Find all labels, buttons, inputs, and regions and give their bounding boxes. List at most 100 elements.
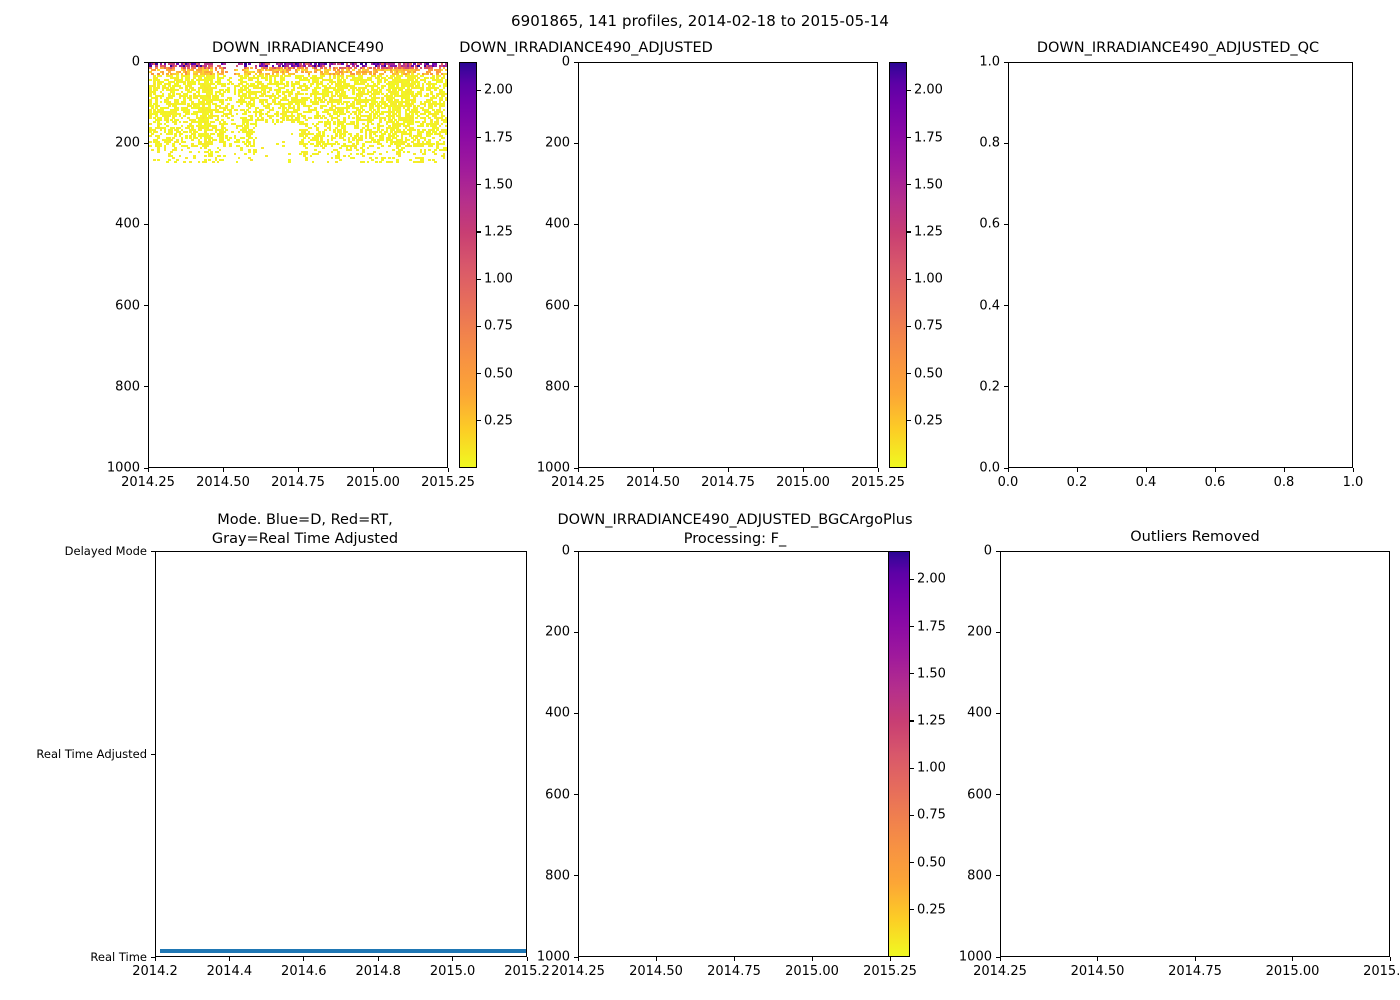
- panel1-xtick-1: [222, 468, 224, 472]
- mode-marker: [507, 949, 511, 953]
- panel3-ytick-label-0: 1.0: [979, 54, 1000, 70]
- panel1-title: DOWN_IRRADIANCE490: [212, 40, 384, 56]
- panel1-ytick-5: [143, 467, 148, 469]
- panel5-title: DOWN_IRRADIANCE490_ADJUSTED_BGCArgoPlus …: [495, 511, 975, 549]
- panel2-colorbar-tick-5: [907, 184, 911, 186]
- panel1-colorbar: [459, 62, 477, 468]
- panel2-colorbar-tick-label-5: 1.50: [914, 177, 943, 193]
- panel3-xtick-5: [1352, 468, 1354, 472]
- mode-marker: [379, 949, 383, 953]
- panel2-ytick-label-0: 0: [561, 54, 570, 70]
- panel5-ytick-0: [573, 550, 578, 552]
- panel3-ytick-3: [1003, 305, 1008, 307]
- panel5-ytick-1: [573, 631, 578, 633]
- figure-suptitle: 6901865, 141 profiles, 2014-02-18 to 201…: [510, 12, 890, 30]
- panel5-ytick-5: [573, 956, 578, 958]
- panel5-xtick-3: [811, 957, 813, 961]
- mode-marker: [397, 949, 401, 953]
- panel2-colorbar: [889, 62, 907, 468]
- mode-marker: [228, 949, 232, 953]
- panel5-colorbar-tick-2: [910, 814, 914, 816]
- panel5-title-line1: DOWN_IRRADIANCE490_ADJUSTED_BGCArgoPlus: [557, 512, 913, 528]
- mode-marker: [423, 949, 429, 953]
- mode-marker: [350, 949, 354, 953]
- mode-marker: [178, 949, 182, 953]
- panel1-colorbar-tick-label-7: 2.00: [484, 82, 513, 98]
- panel6-xtick-2: [1194, 957, 1196, 961]
- mode-marker: [496, 949, 500, 953]
- mode-marker: [256, 949, 260, 953]
- panel4-title-line2: Gray=Real Time Adjusted: [211, 531, 399, 547]
- mode-marker: [462, 949, 466, 953]
- panel2-colorbar-tick-label-3: 1.00: [914, 271, 943, 287]
- mode-marker: [189, 949, 193, 953]
- mode-marker: [303, 949, 307, 953]
- mode-marker: [413, 949, 417, 953]
- panel4-ytick-0: [150, 550, 155, 552]
- mode-marker: [407, 949, 411, 953]
- panel3-xtick-2: [1145, 468, 1147, 472]
- panel3-ytick-0: [1003, 61, 1008, 63]
- panel5-axes: [578, 551, 890, 957]
- panel2-colorbar-tick-label-1: 0.50: [914, 366, 943, 382]
- mode-marker: [335, 949, 339, 953]
- mode-marker: [475, 949, 479, 953]
- panel3-title: DOWN_IRRADIANCE490_ADJUSTED_QC: [1036, 40, 1320, 56]
- mode-marker: [374, 949, 378, 953]
- mode-marker: [332, 949, 336, 953]
- panel1-colorbar-tick-7: [477, 89, 481, 91]
- panel3-ytick-4: [1003, 386, 1008, 388]
- mode-marker: [246, 949, 250, 953]
- panel5-colorbar-tick-6: [910, 626, 914, 628]
- panel1-colorbar-tick-6: [477, 137, 481, 139]
- mode-marker: [389, 949, 393, 953]
- mode-marker: [410, 949, 414, 953]
- mode-marker: [269, 949, 273, 953]
- panel3-ytick-label-4: 0.2: [979, 379, 1000, 395]
- panel2-xtick-label-2: 2014.75: [701, 475, 755, 490]
- mode-marker: [452, 949, 456, 953]
- panel1-colorbar-tick-4: [477, 231, 481, 233]
- panel5-xtick-label-1: 2014.50: [629, 964, 683, 979]
- mode-marker: [340, 949, 344, 953]
- mode-marker: [441, 949, 448, 953]
- panel2-ytick-label-1: 200: [545, 135, 570, 151]
- panel2-ytick-2: [573, 223, 578, 225]
- panel6-axes: [1000, 551, 1390, 957]
- panel2-colorbar-tick-0: [907, 420, 911, 422]
- panel5-ytick-label-5: 1000: [536, 949, 570, 965]
- panel1-ytick-label-1: 200: [115, 135, 140, 151]
- mode-marker: [168, 949, 172, 953]
- panel6-xtick-1: [1097, 957, 1099, 961]
- mode-marker: [348, 949, 352, 953]
- panel2-colorbar-tick-label-0: 0.25: [914, 413, 943, 429]
- mode-marker: [488, 949, 492, 953]
- panel2-xtick-label-1: 2014.50: [626, 475, 680, 490]
- mode-marker: [361, 949, 365, 953]
- mode-marker: [447, 949, 453, 953]
- panel5-xtick-0: [577, 957, 579, 961]
- panel6-ytick-label-5: 1000: [958, 949, 992, 965]
- mode-marker: [434, 949, 440, 953]
- panel5-colorbar: [888, 551, 910, 957]
- panel3-ytick-1: [1003, 142, 1008, 144]
- panel1-ytick-label-4: 800: [115, 379, 140, 395]
- mode-marker: [421, 949, 425, 953]
- panel5-colorbar-tick-label-6: 1.75: [917, 619, 946, 635]
- panel3-xtick-label-2: 0.4: [1135, 475, 1157, 490]
- mode-marker: [207, 949, 211, 953]
- panel3-ytick-label-5: 0.0: [979, 460, 1000, 476]
- panel5-xtick-label-0: 2014.25: [551, 964, 605, 979]
- panel1-ytick-label-2: 400: [115, 216, 140, 232]
- panel2-ytick-0: [573, 61, 578, 63]
- panel1-colorbar-tick-label-4: 1.25: [484, 224, 513, 240]
- panel1-xtick-3: [372, 468, 374, 472]
- panel4-xtick-label-5: 2015.2: [504, 964, 550, 979]
- panel4-ytick-label-0: Delayed Mode: [64, 544, 147, 558]
- panel1-colorbar-tick-5: [477, 184, 481, 186]
- panel1-ytick-3: [143, 305, 148, 307]
- panel4-xtick-label-1: 2014.4: [206, 964, 253, 979]
- panel5-title-line2: Processing: F_: [683, 531, 787, 547]
- mode-marker: [311, 949, 315, 953]
- panel4-xtick-4: [452, 957, 454, 961]
